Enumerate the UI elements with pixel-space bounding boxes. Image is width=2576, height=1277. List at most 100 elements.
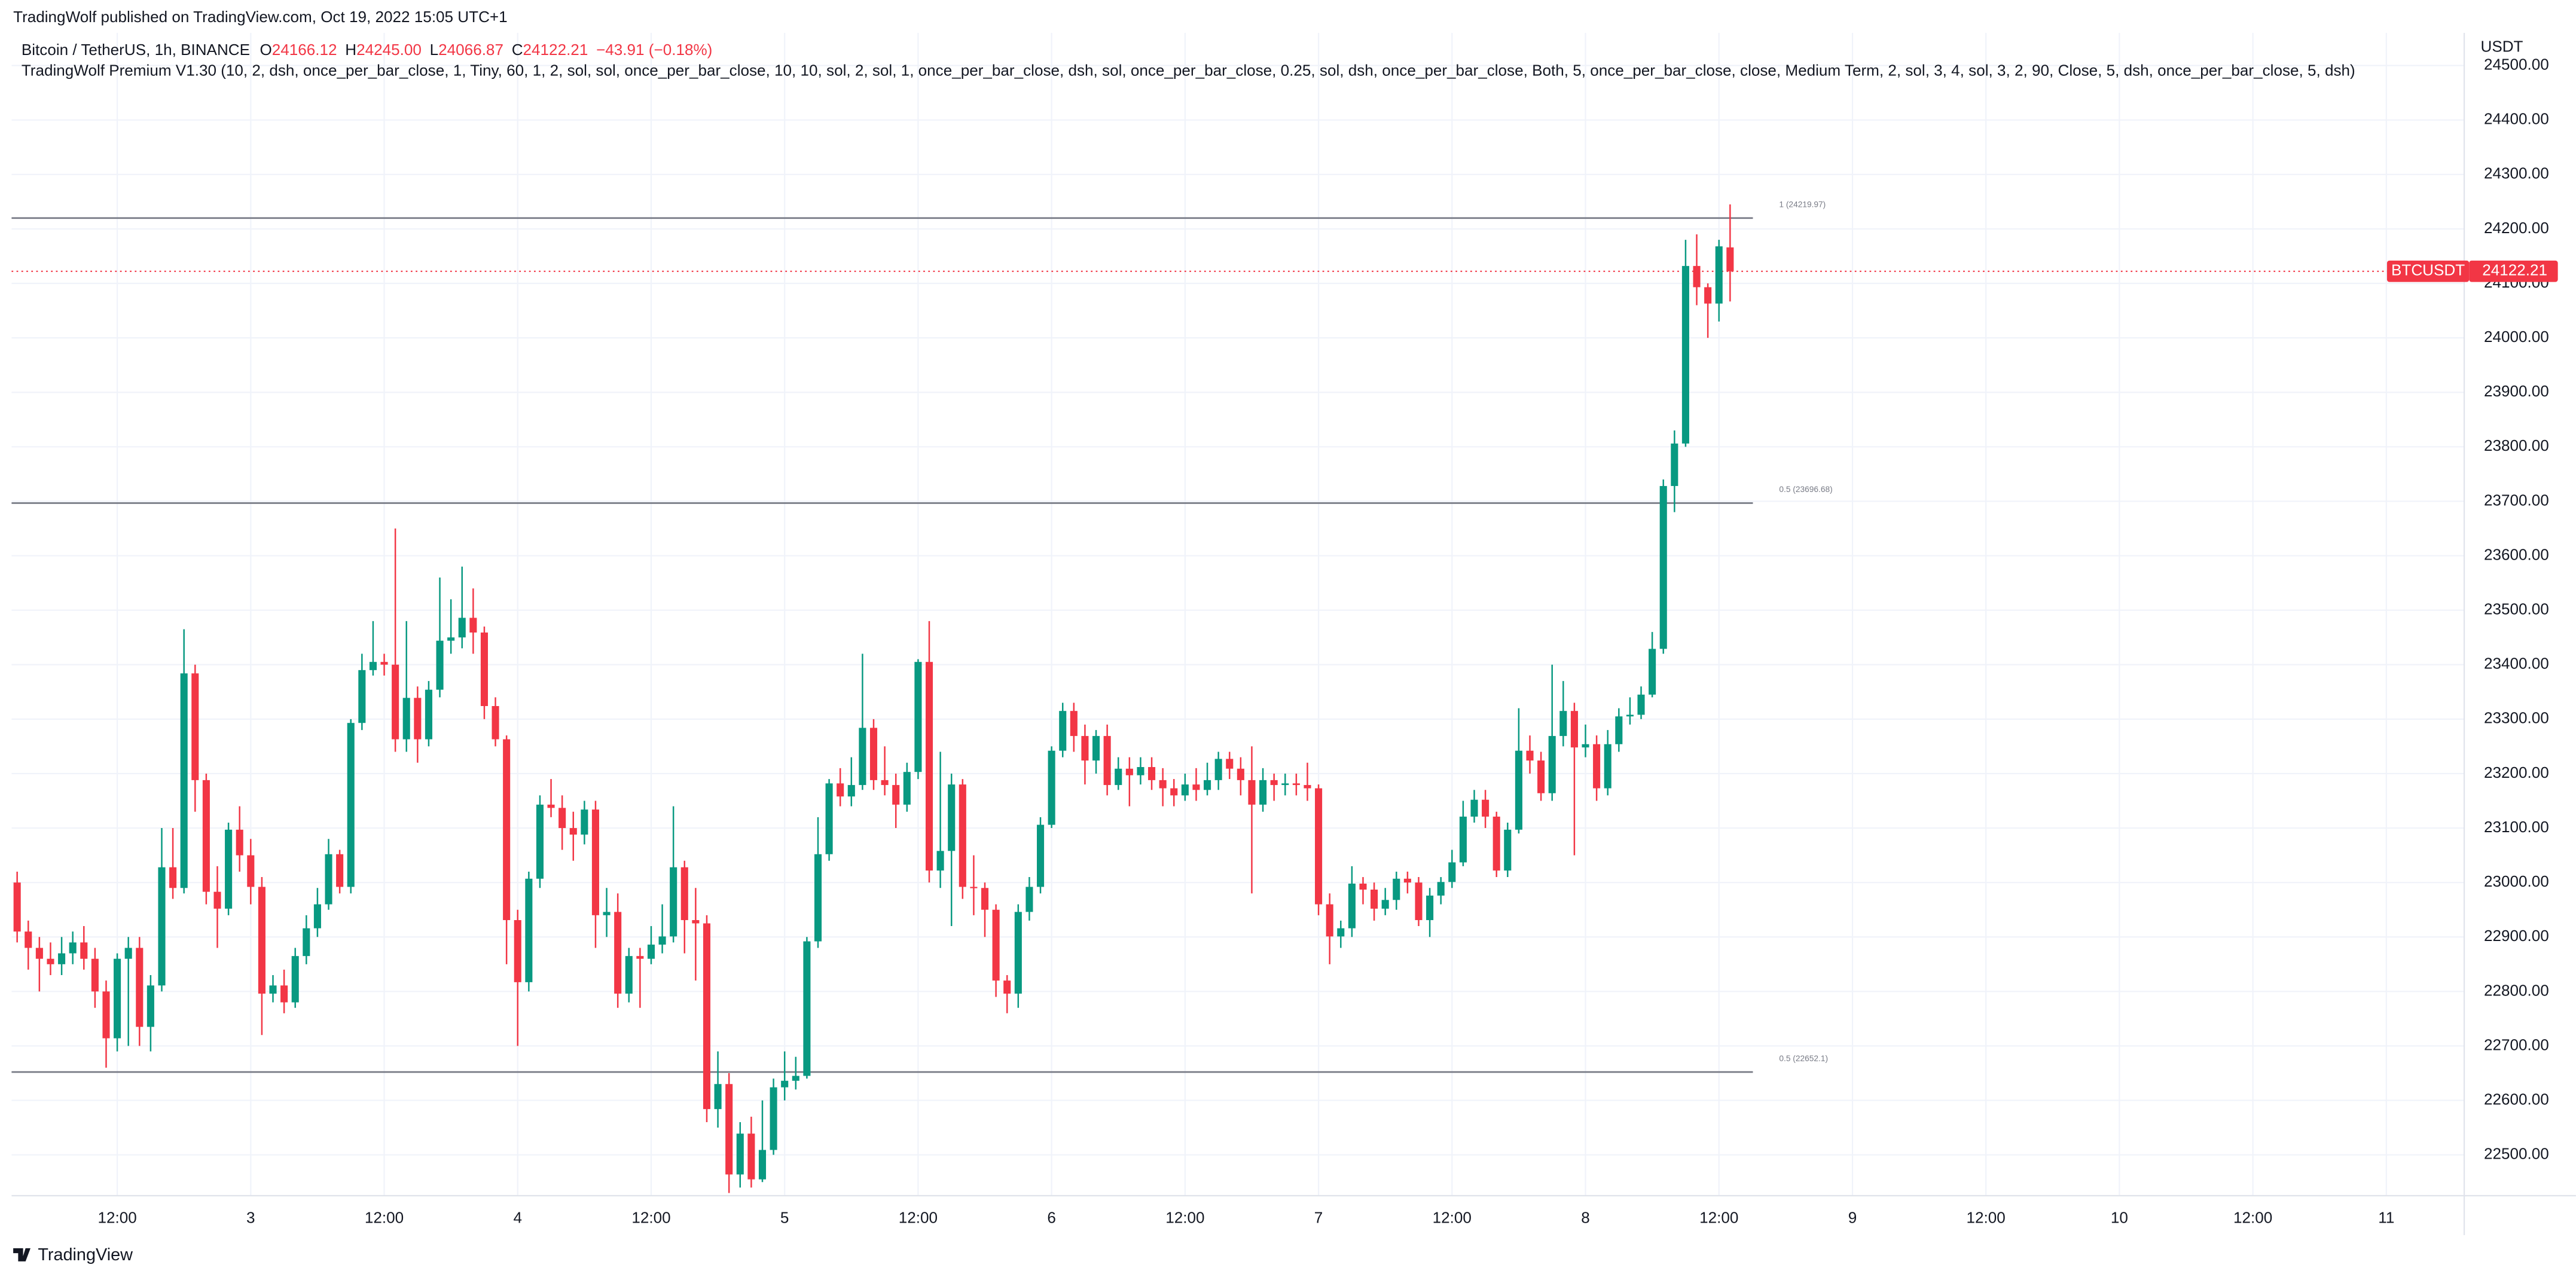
candle-body bbox=[136, 948, 144, 1027]
indicator-legend: TradingWolf Premium V1.30 (10, 2, dsh, o… bbox=[22, 61, 2355, 79]
candle-body bbox=[703, 923, 711, 1110]
candle-body bbox=[1237, 768, 1244, 780]
candle-body bbox=[402, 698, 410, 740]
candle-body bbox=[358, 670, 366, 723]
x-tick-label: 11 bbox=[2378, 1208, 2394, 1226]
candle-body bbox=[247, 855, 255, 887]
candle-body bbox=[1281, 783, 1289, 786]
candle-body bbox=[291, 956, 299, 1003]
candle-body bbox=[670, 867, 677, 937]
candle-body bbox=[1125, 768, 1133, 775]
candle-body bbox=[903, 772, 911, 805]
level-label: 0.5 (23696.68) bbox=[1779, 485, 1832, 494]
x-tick-label: 7 bbox=[1314, 1208, 1323, 1226]
candle-body bbox=[758, 1150, 767, 1180]
candle-body bbox=[1671, 443, 1678, 486]
candle-body bbox=[1137, 767, 1144, 775]
candle-body bbox=[47, 958, 54, 964]
candle-body bbox=[1559, 711, 1567, 737]
candle-body bbox=[91, 958, 99, 992]
candle-body bbox=[970, 887, 978, 888]
x-tick-label: 12:00 bbox=[631, 1208, 670, 1226]
candle-body bbox=[392, 664, 399, 740]
candle-body bbox=[492, 705, 499, 740]
candle-body bbox=[102, 991, 110, 1038]
candle-body bbox=[981, 888, 989, 910]
candle-body bbox=[736, 1134, 744, 1175]
candle-body bbox=[13, 882, 21, 932]
y-tick-label: 23900.00 bbox=[2484, 382, 2549, 400]
candle-body bbox=[69, 942, 77, 954]
candle-body bbox=[1582, 744, 1589, 748]
candle-body bbox=[1448, 862, 1456, 882]
candle-body bbox=[1270, 780, 1278, 786]
candle-body bbox=[1014, 912, 1022, 994]
candle-body bbox=[1148, 767, 1156, 780]
candle-body bbox=[1103, 736, 1111, 786]
candle-body bbox=[1181, 784, 1189, 796]
candle-body bbox=[380, 662, 388, 665]
candle-body bbox=[614, 912, 622, 994]
candle-body bbox=[1248, 780, 1256, 805]
candle-body bbox=[436, 640, 444, 690]
candle-body bbox=[1704, 287, 1712, 304]
candle-body bbox=[1371, 890, 1378, 909]
candle-body bbox=[1304, 785, 1311, 789]
x-tick-label: 12:00 bbox=[2233, 1208, 2272, 1226]
candle-body bbox=[1726, 247, 1734, 271]
candle-body bbox=[569, 828, 577, 835]
candle-body bbox=[892, 785, 900, 805]
y-tick-label: 23000.00 bbox=[2484, 872, 2549, 890]
change-value: −43.91 (−0.18%) bbox=[596, 41, 712, 59]
candle-body bbox=[859, 728, 866, 786]
candle-body bbox=[35, 948, 43, 959]
y-tick-label: 24300.00 bbox=[2484, 164, 2549, 182]
candle-body bbox=[792, 1076, 799, 1081]
candle-body bbox=[803, 941, 811, 1076]
candle-body bbox=[114, 958, 121, 1038]
x-tick-label: 10 bbox=[2111, 1208, 2128, 1226]
candle-body bbox=[146, 985, 154, 1027]
candle-body bbox=[1593, 744, 1601, 789]
candle-body bbox=[1115, 768, 1122, 786]
publish-note: TradingWolf published on TradingView.com… bbox=[13, 8, 508, 26]
candle-body bbox=[1226, 759, 1234, 769]
x-tick-label: 6 bbox=[1047, 1208, 1056, 1226]
candle-body bbox=[1036, 824, 1045, 887]
y-tick-label: 24500.00 bbox=[2484, 55, 2549, 73]
candle-body bbox=[1626, 714, 1634, 717]
candle-body bbox=[1649, 649, 1656, 695]
candle-body bbox=[325, 854, 332, 905]
candle-body bbox=[647, 945, 655, 959]
candle-body bbox=[1504, 829, 1512, 871]
candle-body bbox=[1326, 904, 1333, 937]
candle-body bbox=[992, 909, 1000, 981]
candle-body bbox=[58, 953, 66, 964]
tradingview-logo: TradingView bbox=[13, 1245, 133, 1264]
candle-body bbox=[269, 985, 277, 994]
x-tick-label: 12:00 bbox=[1699, 1208, 1738, 1226]
candle-body bbox=[124, 948, 132, 959]
ohlc-key: H bbox=[345, 41, 356, 59]
candle-body bbox=[369, 662, 377, 670]
candle-body bbox=[1604, 744, 1611, 789]
candle-body bbox=[1315, 788, 1323, 905]
x-tick-label: 8 bbox=[1581, 1208, 1590, 1226]
candle-body bbox=[714, 1084, 722, 1110]
candle-body bbox=[1482, 799, 1490, 817]
candle-body bbox=[1192, 784, 1200, 790]
y-tick-label: 22700.00 bbox=[2484, 1035, 2549, 1053]
candle-body bbox=[1715, 246, 1723, 304]
candle-body bbox=[1426, 896, 1434, 921]
candle-body bbox=[525, 878, 533, 982]
candle-body bbox=[1393, 878, 1400, 900]
candle-body bbox=[1526, 750, 1534, 761]
candle-body bbox=[347, 723, 355, 887]
candle-body bbox=[425, 689, 432, 740]
candle-body bbox=[280, 985, 288, 1003]
candle-body bbox=[1570, 711, 1578, 748]
candle-body bbox=[25, 931, 32, 948]
